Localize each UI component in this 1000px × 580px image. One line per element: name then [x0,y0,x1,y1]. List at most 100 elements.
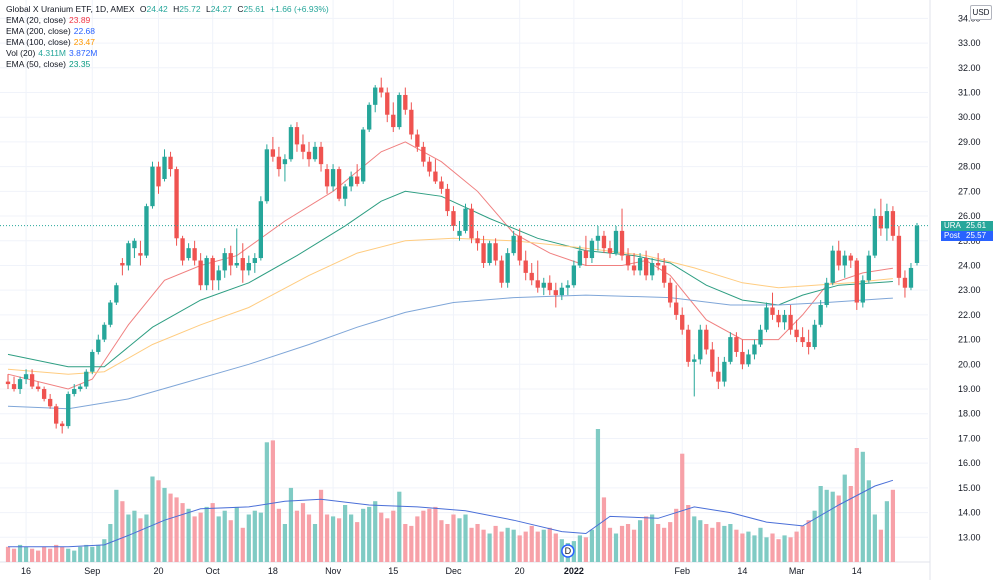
candle-body [866,255,871,281]
price-tick-label: 31.00 [958,87,981,97]
volume-bar [397,491,402,562]
legend-ema100[interactable]: EMA (100, close) 23.47 [6,37,329,48]
candle-body [836,250,841,266]
volume-bar [312,524,318,562]
chart-legend: Global X Uranium ETF, 1D, AMEX O24.42 H2… [6,4,329,70]
change-value: +1.66 (+6.93%) [270,4,329,14]
volume-bar [674,508,679,562]
candle-body [884,211,890,229]
candle-body [487,243,492,263]
candle-body [96,339,101,352]
candle-body [692,359,697,362]
candle-body [318,146,324,165]
legend-vol[interactable]: Vol (20) 4.311M 3.872M [6,48,329,59]
candle-body [764,307,769,330]
post-price-tag: Post 25.57 [941,230,996,241]
candle-body [210,258,215,281]
candle-body [686,329,691,362]
symbol-title: Global X Uranium ETF, 1D, AMEX [6,4,135,14]
volume-bar [318,489,324,562]
candle-body [270,149,276,157]
dividend-marker-label: D [565,546,572,556]
volume-bar [818,486,823,562]
price-tick-label: 24.00 [958,260,981,270]
dividend-marker[interactable]: D [561,544,575,558]
candle-body [324,169,330,187]
volume-bar [36,550,41,562]
volume-bar [391,510,396,562]
candle-body [54,406,59,424]
volume-bar [499,531,504,562]
legend-ema50[interactable]: EMA (50, close) 23.35 [6,59,329,70]
last-price-value: 25.61 [963,220,993,231]
volume-bar [90,546,95,562]
ema-line [7,237,893,375]
candle-body [517,235,522,261]
candle-body [427,161,432,172]
volume-bar [156,480,161,562]
price-tick-label: 22.00 [958,310,981,320]
legend-symbol-row: Global X Uranium ETF, 1D, AMEX O24.42 H2… [6,4,329,15]
volume-bar [162,487,167,562]
candle-body [5,381,11,385]
volume-bar [186,508,191,562]
candle-body [17,379,23,390]
candle-body [649,262,655,276]
price-tick-label: 14.00 [958,508,981,518]
volume-bar [643,516,649,562]
volume-bar [228,520,233,562]
price-tick-label: 19.00 [958,384,981,394]
candle-body [439,181,444,189]
candle-body [571,265,577,286]
volume-bar [222,510,227,562]
volume-bar [282,524,288,562]
candle-body [156,166,161,187]
volume-bar [96,544,101,562]
volume-bar [132,510,137,562]
volume-bar [427,508,432,562]
volume-bar [330,516,336,562]
candle-body [330,169,336,187]
candle-body [746,354,751,365]
chart-grid [0,0,931,580]
candle-body [397,94,402,128]
volume-bar [288,487,294,562]
ema100-label: EMA (100, close) [6,37,71,47]
candle-body [84,371,89,387]
candle-body [481,243,486,263]
volume-bar [511,529,516,562]
candle-body [198,260,203,286]
candle-body [896,235,902,278]
price-tick-label: 13.00 [958,532,981,542]
candle-body [445,188,450,212]
candle-body [23,374,29,380]
candle-body [661,265,667,283]
legend-ema200[interactable]: EMA (200, close) 22.68 [6,26,329,37]
currency-button[interactable]: USD [970,5,992,20]
candle-body [613,230,619,254]
volume-bar [878,529,883,562]
candle-body [373,87,378,105]
time-tick-label: Sep [84,566,100,576]
volume-bar [433,506,438,562]
candle-body [782,314,787,323]
volume-bar [631,529,637,562]
volume-bar [794,531,799,562]
ema-lines [7,141,893,410]
volume-bar [475,524,480,562]
last-price-tag: URA 25.61 [941,220,996,231]
candle-body [674,302,679,315]
volume-bar [662,527,667,562]
candle-body [186,248,191,259]
legend-ema20[interactable]: EMA (20, close) 23.89 [6,15,329,26]
volume-bar [842,474,847,562]
time-tick-label: 16 [21,566,31,576]
candle-body [60,423,65,427]
volume-bar [168,493,173,562]
volume-bar [788,537,793,562]
ema-line [7,294,893,410]
time-tick-label: 15 [388,566,398,576]
volume-bar [457,518,462,562]
volume-bar [860,451,865,562]
